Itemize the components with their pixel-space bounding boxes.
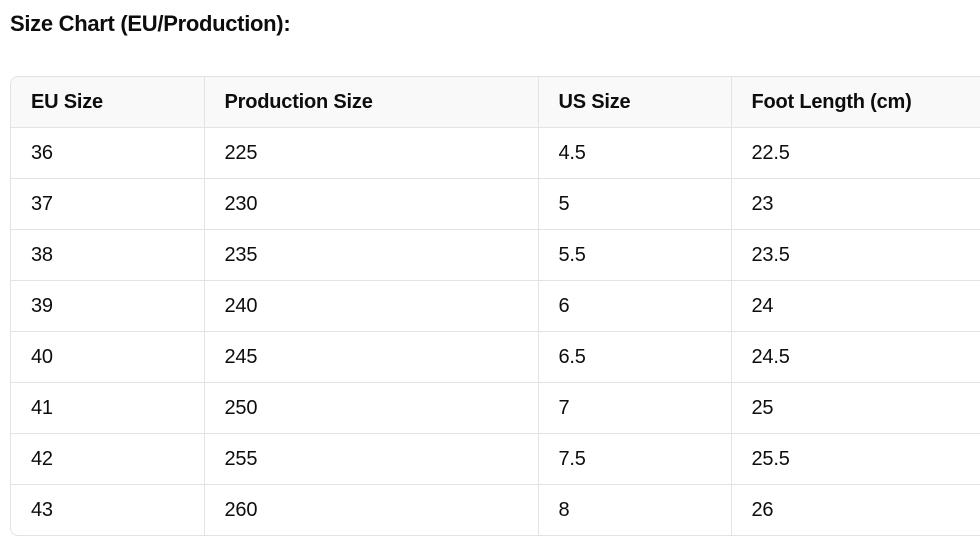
cell-foot-length: 24 [730, 280, 980, 332]
table-header-row: EU Size Production Size US Size Foot Len… [11, 77, 980, 128]
table-row: 37 230 5 23 [11, 178, 980, 230]
cell-us-size: 6 [537, 280, 731, 332]
cell-foot-length: 26 [730, 484, 980, 535]
header-foot-length: Foot Length (cm) [730, 77, 980, 128]
header-us-size: US Size [537, 77, 731, 128]
cell-us-size: 5 [537, 178, 731, 230]
cell-eu-size: 41 [11, 382, 204, 434]
table-row: 36 225 4.5 22.5 [11, 127, 980, 179]
cell-production-size: 250 [203, 382, 538, 434]
cell-eu-size: 40 [11, 331, 204, 383]
cell-production-size: 260 [203, 484, 538, 535]
cell-production-size: 255 [203, 433, 538, 485]
cell-production-size: 245 [203, 331, 538, 383]
cell-us-size: 6.5 [537, 331, 731, 383]
table-row: 43 260 8 26 [11, 484, 980, 535]
cell-eu-size: 39 [11, 280, 204, 332]
table-row: 40 245 6.5 24.5 [11, 331, 980, 383]
page-title: Size Chart (EU/Production): [10, 11, 291, 36]
cell-foot-length: 24.5 [730, 331, 980, 383]
cell-production-size: 230 [203, 178, 538, 230]
cell-production-size: 225 [203, 127, 538, 179]
cell-foot-length: 22.5 [730, 127, 980, 179]
cell-us-size: 4.5 [537, 127, 731, 179]
cell-eu-size: 36 [11, 127, 204, 179]
cell-us-size: 7 [537, 382, 731, 434]
cell-us-size: 5.5 [537, 229, 731, 281]
cell-foot-length: 23.5 [730, 229, 980, 281]
cell-foot-length: 25.5 [730, 433, 980, 485]
cell-eu-size: 43 [31, 498, 53, 521]
table-row: 41 250 7 25 [11, 382, 980, 434]
table-row: 39 240 6 24 [11, 280, 980, 332]
cell-production-size: 240 [203, 280, 538, 332]
cell-eu-size: 38 [11, 229, 204, 281]
header-eu-size: EU Size [11, 77, 204, 128]
table-row: 38 235 5.5 23.5 [11, 229, 980, 281]
cell-foot-length: 23 [730, 178, 980, 230]
cell-production-size: 235 [203, 229, 538, 281]
cell-eu-size: 37 [11, 178, 204, 230]
header-production-size: Production Size [203, 77, 538, 128]
cell-foot-length: 25 [730, 382, 980, 434]
size-chart-table: EU Size Production Size US Size Foot Len… [11, 77, 980, 535]
cell-eu-size: 42 [11, 433, 204, 485]
cell-us-size: 7.5 [537, 433, 731, 485]
table-row: 42 255 7.5 25.5 [11, 433, 980, 485]
size-chart-table-container: EU Size Production Size US Size Foot Len… [10, 76, 980, 536]
cell-us-size: 8 [537, 484, 731, 535]
